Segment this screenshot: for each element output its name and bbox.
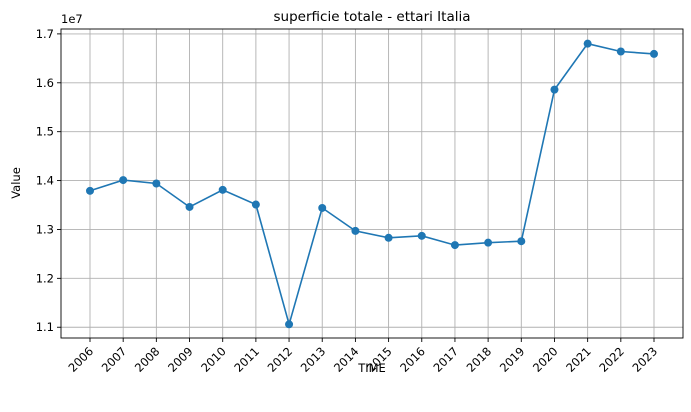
x-tick-label: 2011 [231, 344, 262, 375]
y-tick-label: 1.2 [36, 271, 54, 285]
data-point [251, 200, 260, 209]
data-point [285, 320, 294, 329]
data-point [616, 47, 625, 56]
x-tick-label: 2009 [165, 344, 196, 375]
data-point [86, 186, 94, 195]
data-point [517, 237, 526, 246]
x-tick-label: 2021 [563, 344, 594, 375]
ticks: 2006 2007 2008 2009 2010 2011 2012 2013 2014 2015… [36, 27, 660, 375]
data-points [86, 39, 658, 329]
x-tick-label: 2018 [464, 344, 495, 375]
x-axis-label: TIME [357, 361, 386, 375]
data-point [119, 176, 128, 185]
y-tick-label: 1.6 [36, 76, 54, 90]
y-tick-label: 1.3 [36, 222, 54, 236]
y-tick-label: 1.4 [36, 174, 54, 188]
chart-title: superficie totale - ettari Italia [274, 9, 471, 25]
data-point [650, 49, 658, 58]
y-tick-label: 1.5 [36, 125, 54, 139]
x-tick-label: 2020 [530, 344, 561, 375]
data-point [185, 202, 194, 211]
x-tick-label: 2023 [630, 344, 661, 375]
x-tick-label: 2017 [430, 344, 461, 375]
x-tick-label: 2007 [99, 344, 130, 375]
x-tick-label: 2012 [265, 344, 296, 375]
x-tick-label: 2014 [331, 344, 362, 375]
x-tick-label: 2010 [198, 344, 229, 375]
x-tick-label: 2008 [132, 344, 163, 375]
x-tick-label: 2013 [298, 344, 329, 375]
series-line [89, 42, 655, 328]
x-tick-label: 2022 [596, 344, 627, 375]
y-tick-label: 1.1 [36, 320, 54, 334]
x-tick-label: 2019 [497, 344, 528, 375]
data-point [318, 203, 327, 212]
data-point [351, 226, 360, 235]
data-point [152, 179, 161, 188]
plot-frame [60, 28, 684, 339]
data-point [417, 231, 426, 240]
data-point [384, 233, 393, 242]
data-point [484, 238, 493, 247]
grid [61, 29, 683, 338]
data-point [583, 39, 592, 48]
y-axis-offset-label: 1e7 [61, 12, 83, 26]
data-point [218, 185, 227, 194]
x-tick-label: 2006 [66, 344, 97, 375]
data-point [450, 241, 459, 250]
y-axis-label: Value [9, 167, 23, 199]
y-tick-label: 1.7 [36, 27, 54, 41]
data-point [550, 85, 559, 94]
x-tick-label: 2016 [397, 344, 428, 375]
